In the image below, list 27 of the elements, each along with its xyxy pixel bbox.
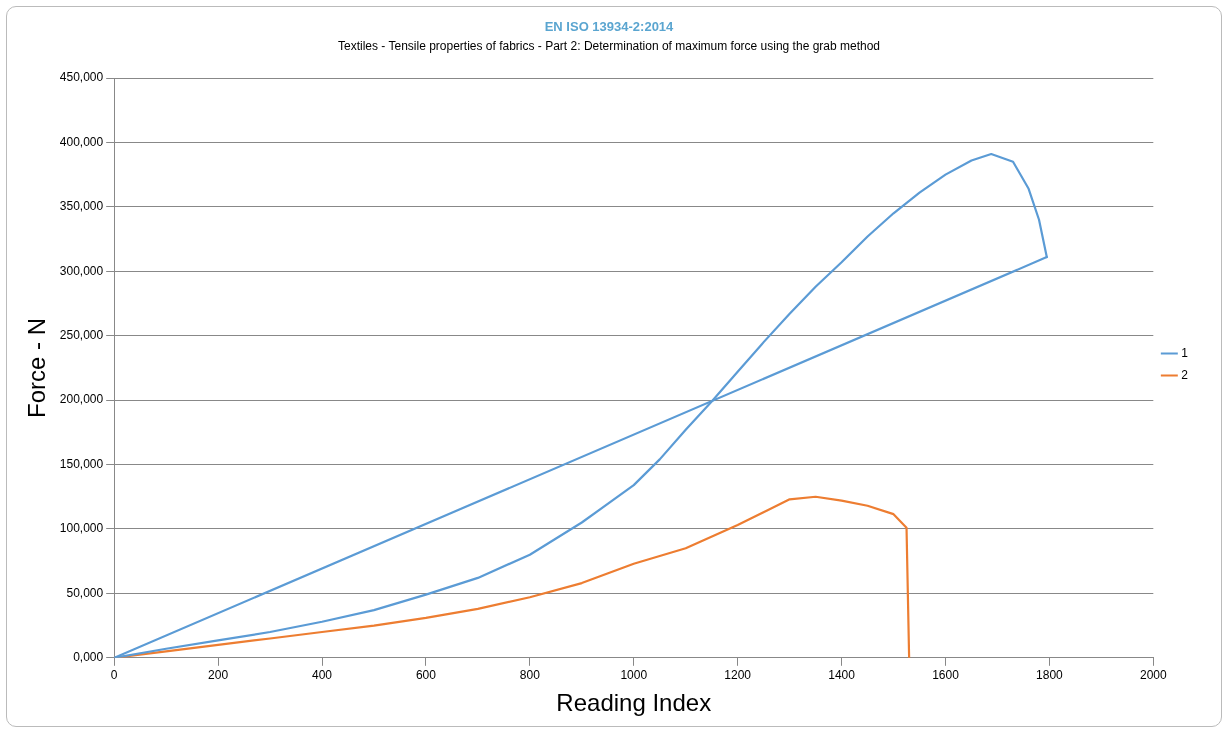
y-tick-label: 400,000 (59, 134, 104, 149)
y-tick-label: 150,000 (59, 456, 104, 471)
x-tick-label: 0 (110, 668, 118, 683)
legend-label: 1 (1181, 345, 1189, 360)
x-axis-title: Reading Index (556, 689, 712, 717)
x-tick-label: 1400 (828, 668, 856, 683)
y-tick-label: 50,000 (66, 585, 104, 600)
x-tick-label: 200 (208, 668, 229, 683)
x-tick-label: 1800 (1036, 668, 1064, 683)
y-tick-label: 350,000 (59, 199, 104, 214)
x-tick-label: 400 (311, 668, 333, 683)
chart-title: EN ISO 13934-2:2014 (544, 19, 675, 35)
x-tick-label: 1600 (932, 668, 960, 683)
x-tick-label: 1200 (724, 668, 752, 683)
y-axis-title: Force - N (23, 317, 51, 418)
legend-label: 2 (1181, 367, 1189, 382)
y-tick-label: 450,000 (59, 70, 104, 85)
x-tick-label: 2000 (1139, 668, 1167, 683)
y-tick-label: 300,000 (59, 263, 104, 278)
y-tick-label: 100,000 (59, 521, 104, 536)
chart-subtitle: Textiles - Tensile properties of fabrics - Part 2: Determination of maximum force using the grab method (337, 39, 881, 54)
x-tick-label: 600 (415, 668, 437, 683)
y-tick-label: 0,000 (73, 650, 104, 665)
y-tick-label: 200,000 (59, 392, 104, 407)
y-tick-label: 250,000 (59, 328, 104, 342)
x-tick-label: 800 (519, 668, 541, 683)
x-tick-label: 1000 (620, 668, 648, 683)
